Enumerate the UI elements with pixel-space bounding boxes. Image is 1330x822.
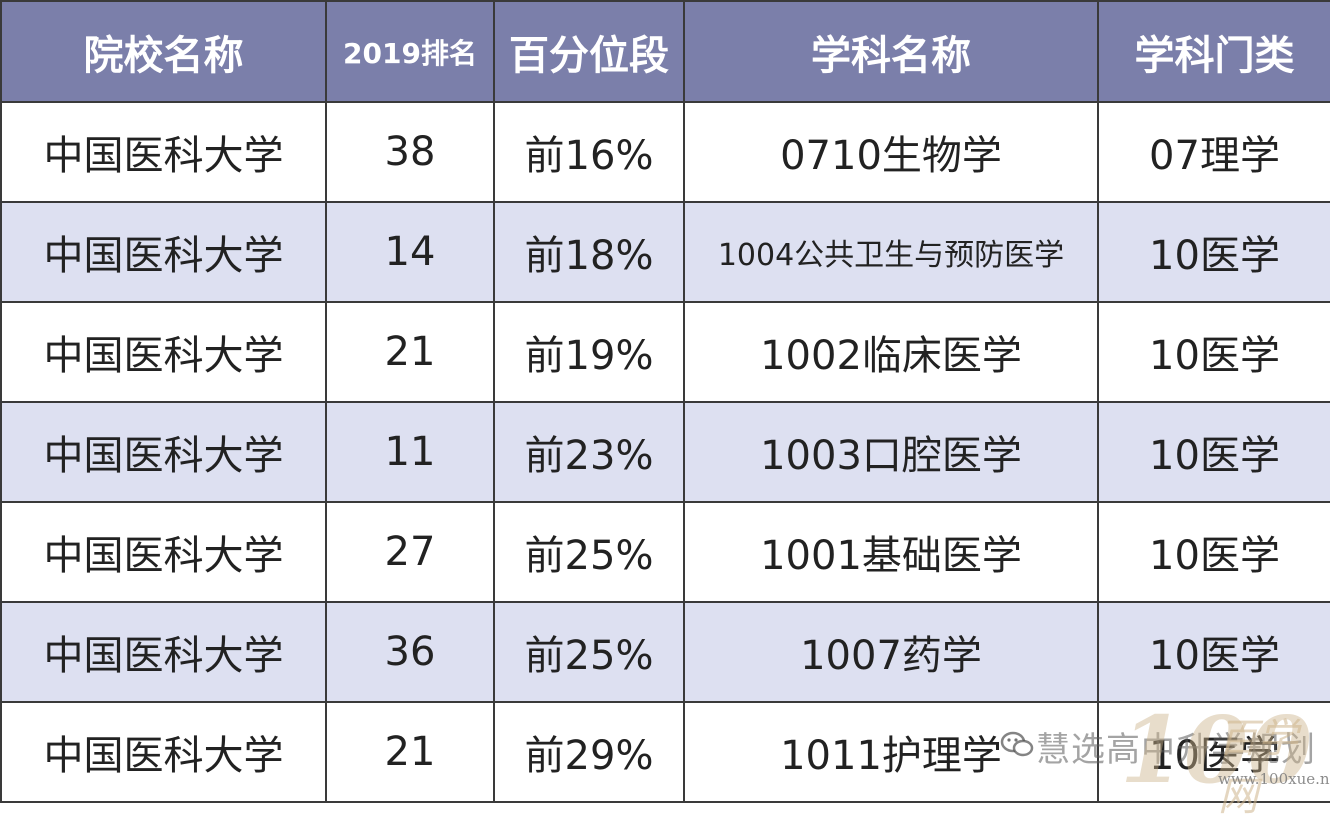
rank-cell: 14 bbox=[325, 201, 495, 303]
percentile-cell: 前25% bbox=[493, 501, 685, 603]
university-cell: 中国医科大学 bbox=[0, 101, 327, 203]
subject-name-cell: 1007药学 bbox=[683, 601, 1099, 703]
percentile-cell: 前18% bbox=[493, 201, 685, 303]
table-row: 中国医科大学 21 前29% 1011护理学 10医学 bbox=[0, 701, 1330, 803]
percentile-cell: 前19% bbox=[493, 301, 685, 403]
table-row: 中国医科大学 14 前18% 1004公共卫生与预防医学 10医学 bbox=[0, 201, 1330, 303]
subject-name-cell: 1004公共卫生与预防医学 bbox=[683, 201, 1099, 303]
rank-cell: 36 bbox=[325, 601, 495, 703]
university-cell: 中国医科大学 bbox=[0, 401, 327, 503]
subject-category-cell: 10医学 bbox=[1097, 201, 1330, 303]
subject-name-cell: 1001基础医学 bbox=[683, 501, 1099, 603]
university-cell: 中国医科大学 bbox=[0, 501, 327, 603]
subject-category-cell: 10医学 bbox=[1097, 401, 1330, 503]
ranking-table: 院校名称 2019排名 百分位段 学科名称 学科门类 中国医科大学 38 前16… bbox=[0, 0, 1330, 803]
subject-name-cell: 1011护理学 bbox=[683, 701, 1099, 803]
subject-category-cell: 10医学 bbox=[1097, 501, 1330, 603]
subject-category-cell: 10医学 bbox=[1097, 301, 1330, 403]
subject-name-cell: 1003口腔医学 bbox=[683, 401, 1099, 503]
table-row: 中国医科大学 21 前19% 1002临床医学 10医学 bbox=[0, 301, 1330, 403]
subject-category-cell: 10医学 bbox=[1097, 601, 1330, 703]
percentile-cell: 前29% bbox=[493, 701, 685, 803]
header-university: 院校名称 bbox=[0, 0, 327, 103]
university-cell: 中国医科大学 bbox=[0, 701, 327, 803]
percentile-cell: 前16% bbox=[493, 101, 685, 203]
header-rank-2019: 2019排名 bbox=[325, 0, 495, 103]
university-cell: 中国医科大学 bbox=[0, 301, 327, 403]
rank-cell: 11 bbox=[325, 401, 495, 503]
header-subject-category: 学科门类 bbox=[1097, 0, 1330, 103]
subject-name-cell: 0710生物学 bbox=[683, 101, 1099, 203]
percentile-cell: 前25% bbox=[493, 601, 685, 703]
rank-cell: 21 bbox=[325, 301, 495, 403]
table-row: 中国医科大学 27 前25% 1001基础医学 10医学 bbox=[0, 501, 1330, 603]
table-row: 中国医科大学 36 前25% 1007药学 10医学 bbox=[0, 601, 1330, 703]
subject-name-cell: 1002临床医学 bbox=[683, 301, 1099, 403]
subject-category-cell: 07理学 bbox=[1097, 101, 1330, 203]
header-subject-name: 学科名称 bbox=[683, 0, 1099, 103]
university-cell: 中国医科大学 bbox=[0, 601, 327, 703]
subject-category-cell: 10医学 bbox=[1097, 701, 1330, 803]
university-cell: 中国医科大学 bbox=[0, 201, 327, 303]
header-percentile: 百分位段 bbox=[493, 0, 685, 103]
percentile-cell: 前23% bbox=[493, 401, 685, 503]
table-row: 中国医科大学 11 前23% 1003口腔医学 10医学 bbox=[0, 401, 1330, 503]
header-row: 院校名称 2019排名 百分位段 学科名称 学科门类 bbox=[0, 0, 1330, 103]
rank-cell: 38 bbox=[325, 101, 495, 203]
rank-cell: 27 bbox=[325, 501, 495, 603]
rank-cell: 21 bbox=[325, 701, 495, 803]
table-row: 中国医科大学 38 前16% 0710生物学 07理学 bbox=[0, 101, 1330, 203]
